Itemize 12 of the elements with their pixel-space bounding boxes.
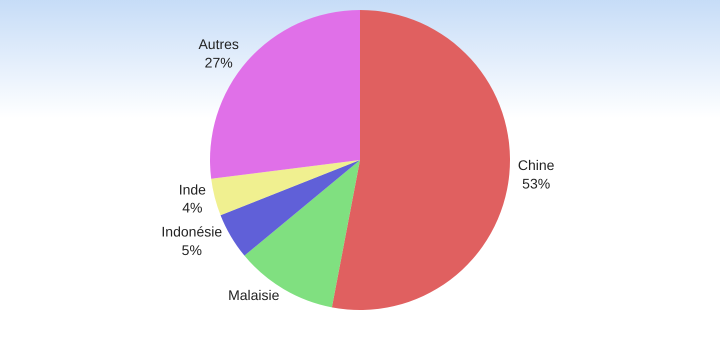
pie-slice bbox=[220, 160, 360, 256]
pie-slice bbox=[332, 10, 510, 310]
slice-label: Chine bbox=[518, 157, 555, 174]
slice-label: Inde bbox=[178, 181, 206, 198]
data-label: 4% bbox=[182, 199, 202, 216]
slice-label: Autres bbox=[198, 36, 239, 52]
data-label: 53% bbox=[522, 175, 550, 192]
slice-label: Indonésie bbox=[161, 224, 222, 240]
data-label: 27% bbox=[204, 54, 233, 70]
slice-label: Malaisie bbox=[228, 287, 280, 304]
data-label: 5% bbox=[182, 242, 202, 258]
pie-slice bbox=[211, 160, 360, 216]
